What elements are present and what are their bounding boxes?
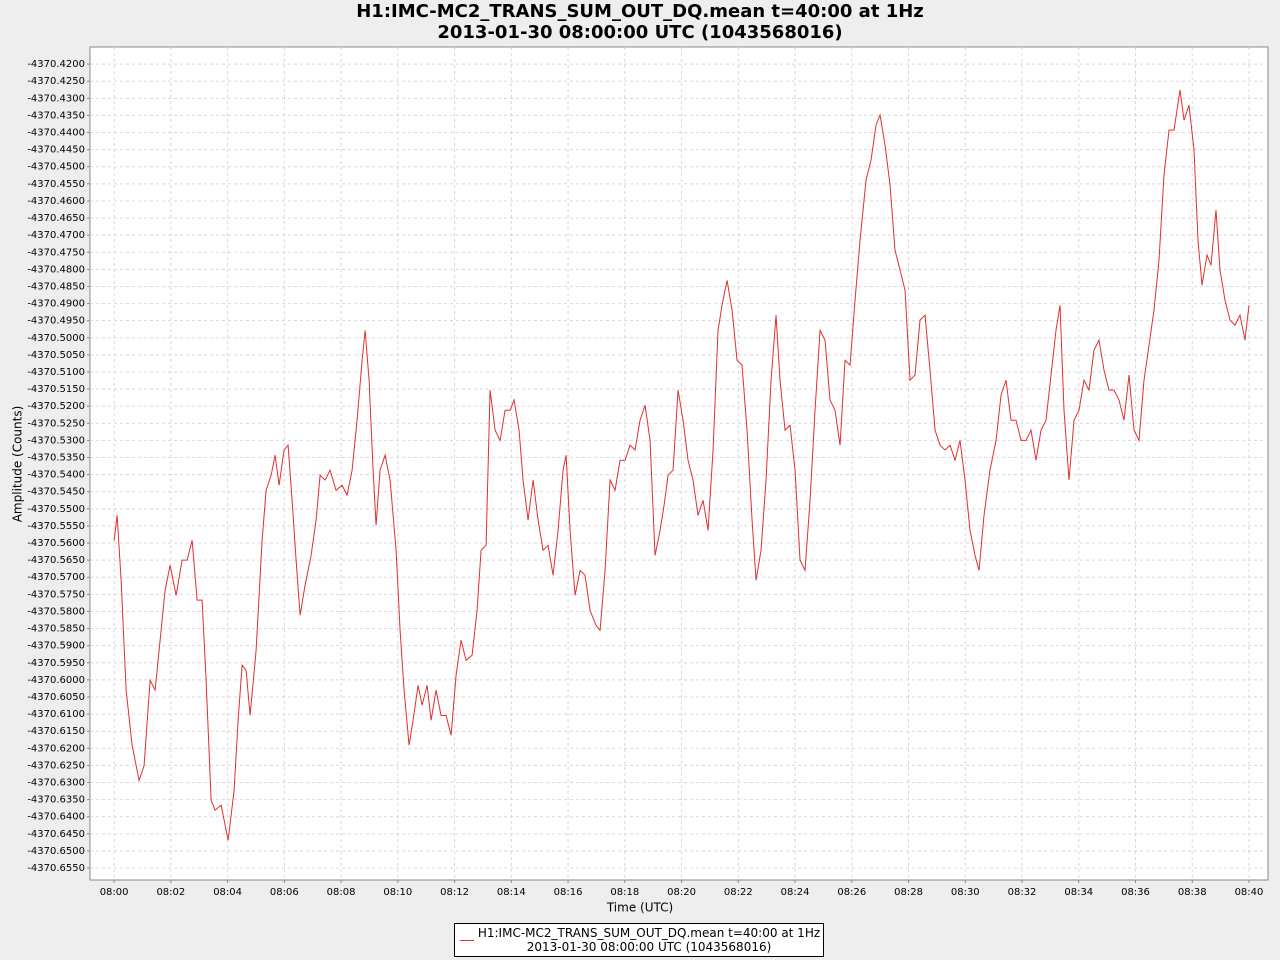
y-tick-label: -4370.4400 — [27, 128, 85, 139]
y-tick-label: -4370.4300 — [27, 93, 85, 104]
x-tick-label: 08:00 — [100, 887, 129, 898]
y-tick-label: -4370.4450 — [27, 145, 85, 156]
x-tick-label: 08:16 — [554, 887, 583, 898]
x-tick-label: 08:40 — [1235, 887, 1264, 898]
x-axis-title: Time (UTC) — [606, 901, 673, 915]
y-tick-label: -4370.6500 — [27, 846, 85, 857]
y-tick-label: -4370.6050 — [27, 692, 85, 703]
y-tick-label: -4370.4700 — [27, 230, 85, 241]
x-tick-label: 08:24 — [781, 887, 810, 898]
data-line — [113, 90, 1250, 841]
y-tick-label: -4370.4250 — [27, 76, 85, 87]
x-tick-label: 08:38 — [1178, 887, 1207, 898]
x-tick-label: 08:18 — [610, 887, 639, 898]
chart-title-block: H1:IMC-MC2_TRANS_SUM_OUT_DQ.mean t=40:00… — [0, 1, 1280, 43]
y-tick-label: -4370.6200 — [27, 743, 85, 754]
y-tick-label: -4370.4550 — [27, 179, 85, 190]
y-tick-label: -4370.5800 — [27, 606, 85, 617]
y-tick-label: -4370.5400 — [27, 470, 85, 481]
y-tick-label: -4370.5050 — [27, 350, 85, 361]
legend-label: H1:IMC-MC2_TRANS_SUM_OUT_DQ.mean t=40:00… — [477, 926, 821, 954]
y-tick-label: -4370.6400 — [27, 812, 85, 823]
y-tick-label: -4370.5150 — [27, 384, 85, 395]
y-tick-label: -4370.5950 — [27, 658, 85, 669]
x-tick-label: 08:10 — [383, 887, 412, 898]
y-tick-label: -4370.5500 — [27, 504, 85, 515]
x-tick-label: 08:34 — [1064, 887, 1093, 898]
chart-subtitle: 2013-01-30 08:00:00 UTC (1043568016) — [437, 22, 843, 43]
y-tick-label: -4370.4600 — [27, 196, 85, 207]
x-tick-label: 08:04 — [213, 887, 242, 898]
y-axis-title: Amplitude (Counts) — [11, 406, 25, 523]
x-tick-label: 08:32 — [1008, 887, 1037, 898]
plot-area — [89, 46, 1269, 881]
y-tick-label: -4370.6100 — [27, 709, 85, 720]
y-tick-label: -4370.5250 — [27, 418, 85, 429]
y-tick-label: -4370.5700 — [27, 572, 85, 583]
y-tick-label: -4370.6350 — [27, 795, 85, 806]
chart-title: H1:IMC-MC2_TRANS_SUM_OUT_DQ.mean t=40:00… — [356, 1, 924, 22]
legend: H1:IMC-MC2_TRANS_SUM_OUT_DQ.mean t=40:00… — [454, 923, 824, 957]
y-tick-label: -4370.5750 — [27, 589, 85, 600]
y-tick-label: -4370.4900 — [27, 299, 85, 310]
y-tick-label: -4370.4950 — [27, 316, 85, 327]
y-tick-label: -4370.5450 — [27, 487, 85, 498]
y-tick-label: -4370.6000 — [27, 675, 85, 686]
y-tick-label: -4370.6550 — [27, 863, 85, 874]
y-tick-label: -4370.5350 — [27, 453, 85, 464]
y-tick-label: -4370.5850 — [27, 624, 85, 635]
y-tick-label: -4370.4750 — [27, 247, 85, 258]
legend-swatch — [460, 940, 474, 941]
y-tick-label: -4370.4650 — [27, 213, 85, 224]
y-tick-label: -4370.6300 — [27, 778, 85, 789]
y-tick-label: -4370.4850 — [27, 281, 85, 292]
y-tick-label: -4370.6150 — [27, 726, 85, 737]
x-tick-label: 08:30 — [951, 887, 980, 898]
y-tick-label: -4370.5650 — [27, 555, 85, 566]
x-tick-label: 08:22 — [724, 887, 753, 898]
y-tick-label: -4370.6250 — [27, 760, 85, 771]
x-tick-label: 08:26 — [837, 887, 866, 898]
y-tick-label: -4370.5000 — [27, 333, 85, 344]
x-tick-label: 08:12 — [440, 887, 469, 898]
x-tick-label: 08:06 — [270, 887, 299, 898]
x-tick-label: 08:20 — [667, 887, 696, 898]
y-tick-label: -4370.5900 — [27, 641, 85, 652]
x-tick-label: 08:14 — [497, 887, 526, 898]
x-tick-label: 08:08 — [327, 887, 356, 898]
y-tick-label: -4370.4500 — [27, 162, 85, 173]
x-tick-label: 08:28 — [894, 887, 923, 898]
y-tick-label: -4370.4200 — [27, 59, 85, 70]
y-tick-label: -4370.5100 — [27, 367, 85, 378]
y-tick-label: -4370.5300 — [27, 435, 85, 446]
y-tick-label: -4370.5200 — [27, 401, 85, 412]
y-tick-label: -4370.5600 — [27, 538, 85, 549]
y-tick-label: -4370.6450 — [27, 829, 85, 840]
y-tick-label: -4370.5550 — [27, 521, 85, 532]
x-tick-label: 08:36 — [1121, 887, 1150, 898]
y-tick-label: -4370.4350 — [27, 110, 85, 121]
x-tick-label: 08:02 — [156, 887, 185, 898]
y-tick-label: -4370.4800 — [27, 264, 85, 275]
